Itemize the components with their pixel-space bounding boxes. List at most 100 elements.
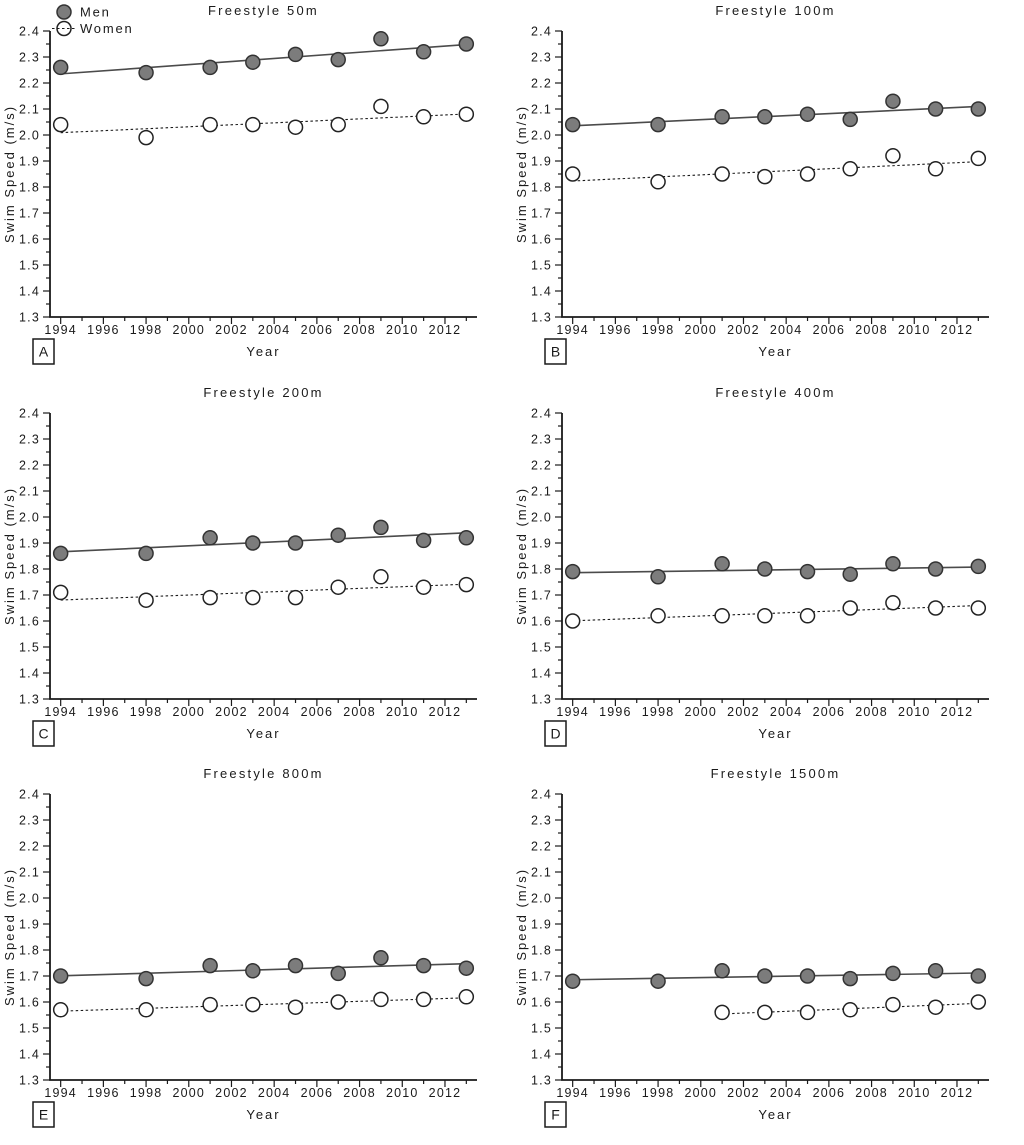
women-data-point — [415, 109, 432, 125]
x-tick-label: 2012 — [429, 1086, 462, 1100]
men-data-point — [52, 968, 69, 985]
x-tick-label: 1998 — [642, 323, 675, 337]
women-data-point — [799, 166, 816, 182]
men-data-point — [714, 555, 730, 572]
panel-letter-box — [32, 719, 55, 747]
men-data-point — [714, 963, 730, 979]
x-tick-label: 2008 — [343, 323, 376, 337]
men-data-point — [970, 558, 987, 574]
y-tick-label: 1.3 — [531, 692, 552, 706]
women-data-point — [245, 997, 261, 1013]
y-tick-label: 2.3 — [19, 432, 40, 446]
x-tick-label: 1994 — [556, 705, 589, 719]
x-tick-label: 1994 — [44, 705, 77, 719]
men-data-point — [138, 545, 154, 561]
men-data-point — [373, 31, 389, 47]
y-tick-label: 1.8 — [19, 562, 40, 576]
chart-A: Freestyle 50m 1994 1996 1998 2000 2002 2004 200… — [2, 3, 477, 365]
trend-line-women — [60, 997, 467, 1013]
y-tick-label: 1.3 — [19, 310, 40, 324]
women-data-point — [757, 1004, 773, 1021]
men-data-point — [842, 971, 858, 987]
y-tick-label: 2.4 — [19, 788, 40, 802]
x-axis-label: Year — [246, 1107, 280, 1122]
x-tick-label: 1998 — [130, 705, 163, 719]
x-tick-label: 2010 — [898, 323, 931, 337]
y-tick-label: 2.1 — [531, 102, 552, 116]
women-data-point — [927, 599, 944, 616]
x-tick-label: 2000 — [172, 323, 205, 337]
x-tick-label: 1998 — [130, 1086, 163, 1100]
y-tick-label: 2.0 — [531, 510, 552, 524]
y-tick-label: 1.7 — [19, 206, 40, 220]
men-data-point — [927, 963, 944, 979]
y-tick-label: 1.6 — [531, 232, 552, 246]
x-tick-label: 2012 — [429, 705, 462, 719]
panel-letter: E — [39, 1107, 48, 1123]
men-data-point — [970, 101, 987, 117]
x-tick-label: 2004 — [258, 705, 291, 719]
men-data-point — [650, 116, 666, 133]
x-tick-label: 2012 — [429, 323, 462, 337]
y-tick-label: 2.2 — [531, 458, 552, 472]
men-data-point — [138, 64, 154, 81]
men-data-point — [330, 51, 346, 68]
trend-line-women — [572, 161, 979, 182]
y-tick-label: 2.3 — [19, 814, 40, 828]
series-women — [564, 148, 987, 190]
x-tick-label: 1994 — [44, 1086, 77, 1100]
men-data-point — [927, 101, 944, 117]
x-tick-label: 2000 — [684, 705, 717, 719]
trend-line-men — [60, 963, 467, 977]
women-data-point — [970, 150, 987, 167]
chart-title: Freestyle 800m — [203, 766, 323, 781]
x-tick-label: 2010 — [386, 705, 419, 719]
y-tick-label: 1.8 — [531, 180, 552, 194]
chart-title: Freestyle 50m — [208, 3, 319, 18]
y-tick-label: 2.3 — [531, 432, 552, 446]
y-tick-label: 2.4 — [19, 406, 40, 420]
women-data-point — [52, 584, 69, 600]
women-data-point — [287, 999, 304, 1016]
women-data-point — [52, 1002, 69, 1018]
trend-line-women — [60, 583, 467, 601]
men-data-point — [458, 36, 475, 52]
x-tick-label: 2004 — [770, 705, 803, 719]
men-data-point — [245, 534, 261, 551]
men-data-point — [650, 973, 666, 990]
panel-letter-box — [544, 338, 567, 365]
y-tick-label: 1.4 — [19, 666, 40, 680]
x-tick-label: 2012 — [941, 705, 974, 719]
women-data-point — [842, 599, 858, 616]
x-tick-label: 2002 — [727, 323, 760, 337]
men-data-point — [330, 965, 346, 982]
y-tick-label: 1.9 — [19, 918, 40, 932]
men-data-point — [458, 529, 475, 546]
axes-frame — [561, 412, 989, 700]
x-tick-label: 2012 — [941, 1086, 974, 1100]
x-tick-label: 2004 — [258, 1086, 291, 1100]
y-tick-label: 1.6 — [531, 996, 552, 1010]
panel-d-freestyle-400m: Freestyle 400m 1994 1996 1998 2000 2002 2004 20… — [512, 382, 1024, 764]
men-data-point — [799, 968, 816, 985]
women-data-point — [415, 579, 432, 595]
panel-letter: C — [38, 725, 48, 741]
y-tick-label: 2.3 — [531, 50, 552, 64]
series-men — [52, 950, 475, 987]
y-tick-label: 1.4 — [19, 284, 40, 298]
y-tick-label: 1.8 — [19, 944, 40, 958]
x-tick-label: 2000 — [172, 1086, 205, 1100]
x-tick-label: 2004 — [770, 323, 803, 337]
men-data-point — [138, 971, 154, 987]
x-tick-label: 2008 — [343, 1086, 376, 1100]
y-tick-label: 1.7 — [531, 588, 552, 602]
women-data-point — [458, 576, 475, 593]
x-tick-label: 2008 — [855, 705, 888, 719]
panel-a-freestyle-50m: Freestyle 50m 1994 1996 1998 2000 2002 2004 200… — [0, 0, 512, 382]
x-tick-label: 2008 — [855, 1086, 888, 1100]
y-tick-label: 1.3 — [19, 692, 40, 706]
axes-frame — [49, 412, 477, 700]
series-men — [564, 555, 987, 585]
men-data-point — [885, 93, 901, 109]
